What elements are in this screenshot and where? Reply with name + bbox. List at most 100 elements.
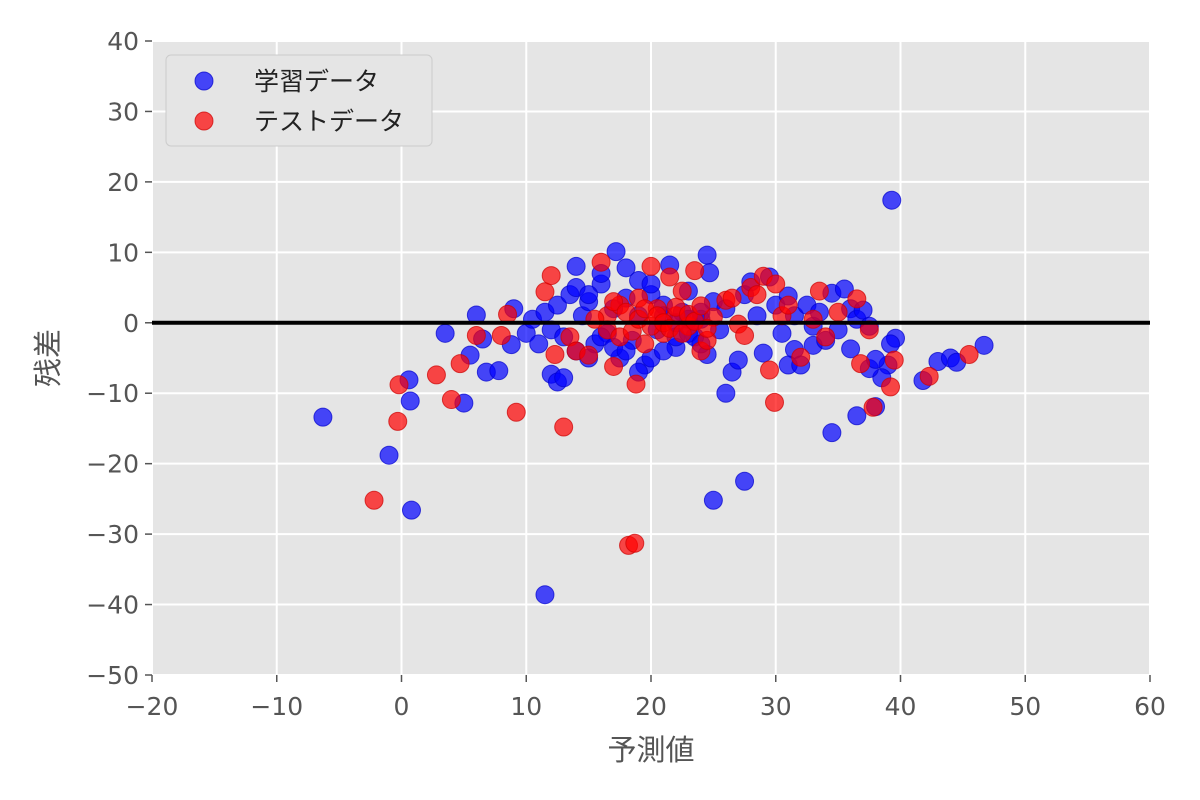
data-point <box>491 325 511 345</box>
data-point <box>766 274 786 294</box>
data-point <box>535 585 555 605</box>
data-point <box>851 354 871 374</box>
data-point <box>591 252 611 272</box>
y-tick-label: −30 <box>86 520 139 549</box>
legend-label-train: 学習データ <box>254 67 379 96</box>
x-tick-label: −10 <box>250 692 303 721</box>
x-axis-ticks: −20 −10 0 10 20 30 40 50 60 <box>126 675 1166 721</box>
data-point <box>450 354 470 374</box>
data-point <box>653 341 673 361</box>
data-point <box>541 266 561 286</box>
data-point <box>547 295 567 315</box>
x-tick-label: −20 <box>126 692 179 721</box>
data-point <box>881 334 901 354</box>
data-point <box>498 304 518 324</box>
data-point <box>579 285 599 305</box>
data-point <box>841 339 861 359</box>
data-point <box>489 361 509 381</box>
y-axis-ticks: −50 −40 −30 −20 −10 0 10 20 30 40 <box>86 27 152 690</box>
data-point <box>760 360 780 380</box>
data-point <box>616 258 636 278</box>
data-point <box>703 490 723 510</box>
data-point <box>441 390 461 410</box>
data-point <box>364 490 384 510</box>
data-point <box>716 383 736 403</box>
data-point <box>959 344 979 364</box>
data-point <box>554 417 574 437</box>
data-point <box>919 366 939 386</box>
data-point <box>863 397 883 417</box>
data-point <box>566 256 586 276</box>
data-point <box>635 334 655 354</box>
data-point <box>747 285 767 305</box>
test-data-points <box>364 252 979 555</box>
legend-marker-test <box>194 111 214 131</box>
x-tick-label: 0 <box>394 692 410 721</box>
data-point <box>881 377 901 397</box>
data-point <box>753 343 773 363</box>
data-point <box>697 245 717 265</box>
data-point <box>809 281 829 301</box>
data-point <box>778 295 798 315</box>
data-point <box>816 327 836 347</box>
legend-marker-train <box>194 71 214 91</box>
y-tick-label: −40 <box>86 591 139 620</box>
data-point <box>822 423 842 443</box>
data-point <box>803 309 823 329</box>
data-point <box>579 345 599 365</box>
data-point <box>847 406 867 426</box>
data-point <box>529 334 549 354</box>
data-point <box>604 356 624 376</box>
data-point <box>626 374 646 394</box>
data-point <box>828 302 848 322</box>
data-point <box>641 256 661 276</box>
data-point <box>685 261 705 281</box>
x-tick-label: 40 <box>885 692 917 721</box>
data-point <box>435 323 455 343</box>
y-tick-label: 20 <box>107 168 139 197</box>
y-tick-label: −50 <box>86 661 139 690</box>
x-tick-label: 50 <box>1009 692 1041 721</box>
y-tick-label: −10 <box>86 379 139 408</box>
data-point <box>554 368 574 388</box>
x-tick-label: 10 <box>510 692 542 721</box>
x-tick-label: 20 <box>635 692 667 721</box>
x-tick-label: 60 <box>1134 692 1166 721</box>
legend: 学習データ テストデータ <box>165 54 433 147</box>
y-tick-label: 40 <box>107 27 139 56</box>
data-point <box>379 445 399 465</box>
data-point <box>882 190 902 210</box>
data-point <box>535 282 555 302</box>
y-tick-label: 10 <box>107 238 139 267</box>
data-point <box>389 375 409 395</box>
data-point <box>506 402 526 422</box>
data-point <box>735 471 755 491</box>
data-point <box>791 347 811 367</box>
data-point <box>672 281 692 301</box>
data-point <box>834 279 854 299</box>
data-point <box>400 391 420 411</box>
data-point <box>625 533 645 553</box>
legend-box <box>165 54 433 147</box>
data-point <box>426 365 446 385</box>
data-point <box>765 392 785 412</box>
data-point <box>735 325 755 345</box>
data-point <box>641 274 661 294</box>
legend-label-test: テストデータ <box>254 107 404 136</box>
data-point <box>847 289 867 309</box>
x-tick-label: 30 <box>760 692 792 721</box>
data-point <box>401 500 421 520</box>
y-axis-title: 残差 <box>31 329 65 387</box>
y-tick-label: −20 <box>86 450 139 479</box>
data-point <box>691 296 711 316</box>
data-point <box>388 411 408 431</box>
data-point <box>772 323 792 343</box>
data-point <box>974 335 994 355</box>
data-point <box>604 292 624 312</box>
data-point <box>466 325 486 345</box>
data-point <box>884 350 904 370</box>
data-point <box>660 267 680 287</box>
data-point <box>728 350 748 370</box>
y-tick-label: 0 <box>123 309 139 338</box>
